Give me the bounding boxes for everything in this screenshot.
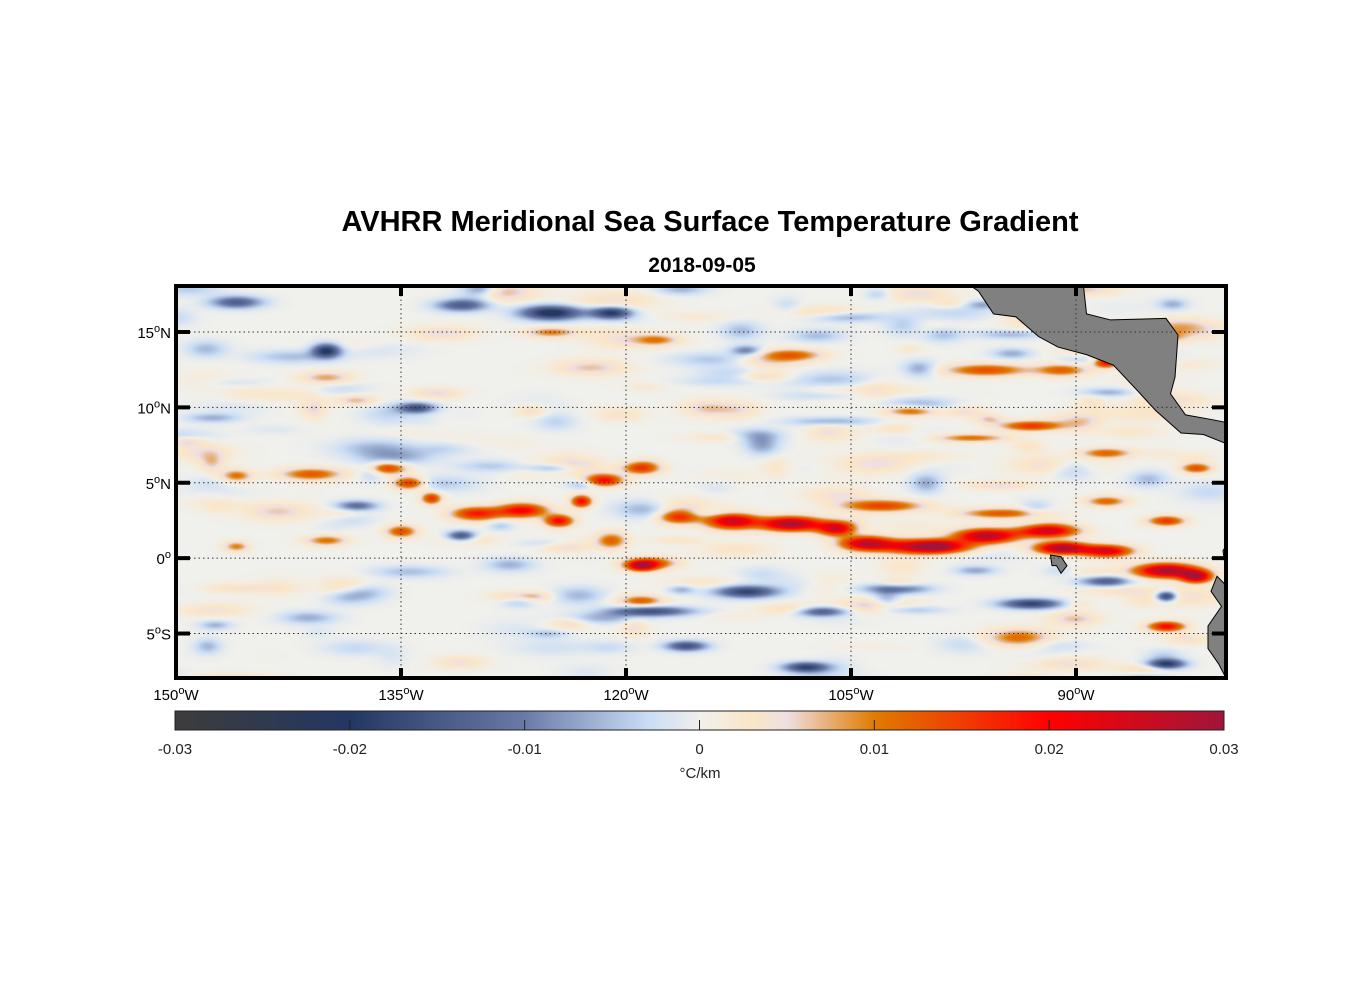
- colorbar-tick-label: 0: [695, 741, 703, 758]
- y-tick-label: 5oS: [147, 625, 171, 644]
- colorbar-tick-label: 0.02: [1035, 741, 1064, 758]
- x-tick-label: 150oW: [153, 685, 199, 704]
- map-panel: [176, 286, 1226, 678]
- x-tick-label: 135oW: [378, 685, 424, 704]
- colorbar-tick-label: -0.02: [333, 741, 367, 758]
- y-tick-label: 10oN: [137, 398, 171, 417]
- sst-gradient-field: [176, 286, 1226, 678]
- colorbar: [174, 710, 1225, 731]
- x-tick-label: 105oW: [828, 685, 874, 704]
- x-tick-label: 90oW: [1058, 685, 1096, 704]
- colorbar-tick-label: 0.01: [860, 741, 889, 758]
- y-tick-labels: 15oN 10oN 5oN 0o 5oS: [137, 323, 171, 644]
- colorbar-ticks: [349, 720, 1050, 730]
- x-tick-label: 120oW: [603, 685, 649, 704]
- y-tick-label: 15oN: [137, 323, 171, 342]
- colorbar-tick-labels: -0.03 -0.02 -0.01 0 0.01 0.02 0.03: [158, 741, 1239, 758]
- colorbar-tick-label: 0.03: [1209, 741, 1238, 758]
- colorbar-tick-label: -0.01: [508, 741, 542, 758]
- chart-title: AVHRR Meridional Sea Surface Temperature…: [341, 206, 1079, 238]
- x-tick-labels: 150oW 135oW 120oW 105oW 90oW: [153, 685, 1095, 704]
- colorbar-tick-label: -0.03: [158, 741, 192, 758]
- chart-subtitle: 2018-09-05: [648, 254, 756, 277]
- y-tick-label: 5oN: [146, 474, 171, 493]
- y-tick-label: 0o: [157, 549, 171, 568]
- colorbar-unit-label: °C/km: [680, 765, 721, 782]
